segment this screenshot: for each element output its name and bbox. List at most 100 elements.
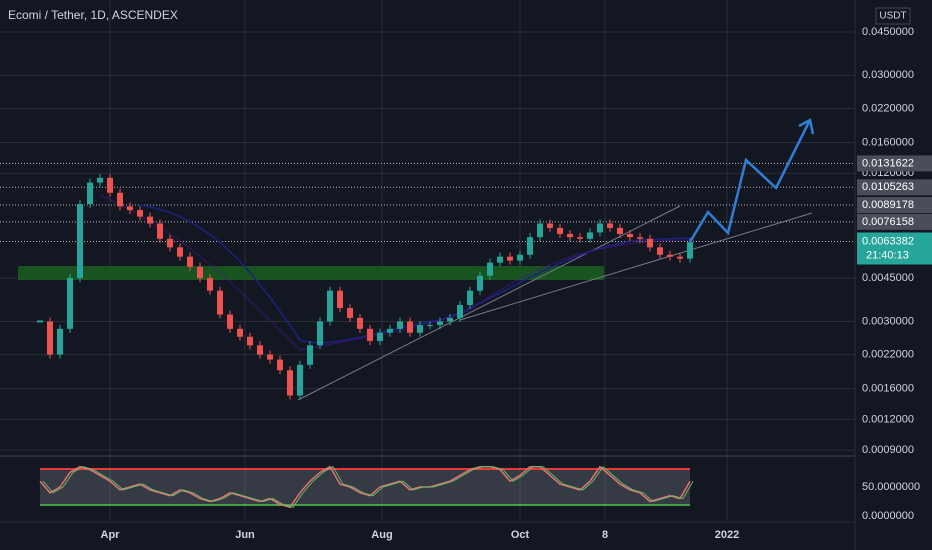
- oscillator-line: [39, 465, 691, 509]
- trendline: [297, 205, 681, 401]
- candle-body: [457, 304, 463, 318]
- y-tick-label: 0.0030000: [862, 315, 914, 327]
- candle-body: [317, 321, 323, 346]
- y-tick-label: 0.0220000: [862, 102, 914, 114]
- candle-body: [207, 278, 213, 291]
- last-price-box: [857, 232, 932, 265]
- currency-box: [875, 7, 911, 25]
- candle-body: [587, 232, 593, 239]
- oscillator: [39, 465, 694, 509]
- candle-body: [117, 192, 123, 207]
- forecast-arrow: [798, 118, 815, 135]
- candle-body: [147, 216, 153, 224]
- candle-body: [297, 364, 303, 396]
- candle-body: [347, 308, 353, 318]
- candle-body: [97, 177, 103, 183]
- candle-body: [507, 256, 513, 261]
- candle-body: [107, 177, 113, 193]
- candle-body: [557, 227, 563, 234]
- level-label: 0.0131622: [862, 157, 914, 169]
- candle-body: [87, 182, 93, 205]
- oscillator-signal: [42, 465, 694, 508]
- candle-body: [477, 275, 483, 291]
- currency: USDT: [879, 11, 906, 22]
- candle-body: [407, 321, 413, 333]
- y-tick-label: 0.0009000: [862, 444, 914, 456]
- moving-average: [139, 204, 691, 344]
- candle-body: [397, 321, 403, 329]
- candle-body: [287, 370, 293, 396]
- candle-body: [257, 345, 263, 355]
- candle-body: [647, 238, 653, 248]
- candle-body: [357, 317, 363, 329]
- level-label: 0.0089178: [862, 199, 914, 211]
- candle-body: [157, 223, 163, 239]
- y-tick-label: 0.0160000: [862, 136, 914, 148]
- osc-tick-label: 0.0000000: [862, 510, 914, 522]
- candle-body: [487, 262, 493, 276]
- y-tick-label: 0.0450000: [862, 26, 914, 38]
- candle-body: [517, 254, 523, 261]
- y-tick-label: 0.0012000: [862, 413, 914, 425]
- x-tick-label: Jun: [235, 529, 255, 541]
- last-price: 0.0063382: [862, 235, 914, 247]
- candle-body: [237, 328, 243, 337]
- candle-body: [667, 254, 673, 257]
- x-tick-label: Apr: [101, 529, 121, 541]
- candle-body: [677, 256, 683, 259]
- candle-body: [217, 290, 223, 315]
- candle-body: [537, 223, 543, 238]
- candle-body: [627, 233, 633, 238]
- price-axis: [855, 0, 932, 550]
- candle-body: [247, 336, 253, 346]
- osc-tick-label: 50.0000000: [862, 481, 920, 493]
- support-zone: [18, 266, 604, 280]
- candle-body: [437, 321, 443, 326]
- candle-body: [267, 354, 273, 360]
- candle-body: [377, 332, 383, 341]
- candle-body: [467, 290, 473, 305]
- candle-body: [427, 325, 433, 327]
- x-tick-label: 2022: [715, 529, 739, 541]
- candle-body: [127, 206, 133, 211]
- level-box: [857, 179, 932, 196]
- x-tick-label: Aug: [371, 529, 392, 541]
- candle-body: [367, 328, 373, 341]
- y-tick-label: 0.0016000: [862, 383, 914, 395]
- candle-body: [177, 247, 183, 257]
- candle-body: [577, 237, 583, 239]
- level-label: 0.0076158: [862, 216, 914, 228]
- candle-body: [547, 223, 553, 228]
- labels: 0.0450000 0.0300000 0.0220000 0.0160000 0.01…: [101, 26, 932, 541]
- candle-body: [187, 256, 193, 267]
- candle-body: [417, 325, 423, 333]
- candle-body: [637, 237, 643, 239]
- candles: [37, 173, 693, 400]
- candle-body: [67, 278, 73, 329]
- level-box: [857, 213, 932, 230]
- candle-body: [337, 290, 343, 309]
- candle-body: [57, 328, 63, 355]
- candle-body: [527, 237, 533, 255]
- candle-body: [617, 227, 623, 234]
- level-box: [857, 155, 932, 172]
- candle-body: [227, 314, 233, 329]
- candle-body: [197, 266, 203, 279]
- x-tick-label: 8: [602, 529, 608, 541]
- forecast-path: [688, 119, 812, 243]
- level-label: 0.0105263: [862, 181, 914, 193]
- candle-body: [567, 233, 573, 238]
- y-tick-label: 0.0045000: [862, 272, 914, 284]
- candle-body: [47, 321, 53, 355]
- candle-body: [387, 328, 393, 333]
- candle-body: [307, 345, 313, 365]
- x-tick-label: Oct: [511, 529, 530, 541]
- candle-body: [327, 290, 333, 322]
- candle-body: [137, 210, 143, 217]
- candle-body: [277, 359, 283, 371]
- candle-body: [607, 223, 613, 228]
- osc-band: [40, 469, 690, 505]
- chart-title: Ecomi / Tether, 1D, ASCENDEX: [8, 8, 178, 22]
- candle-body: [77, 204, 83, 279]
